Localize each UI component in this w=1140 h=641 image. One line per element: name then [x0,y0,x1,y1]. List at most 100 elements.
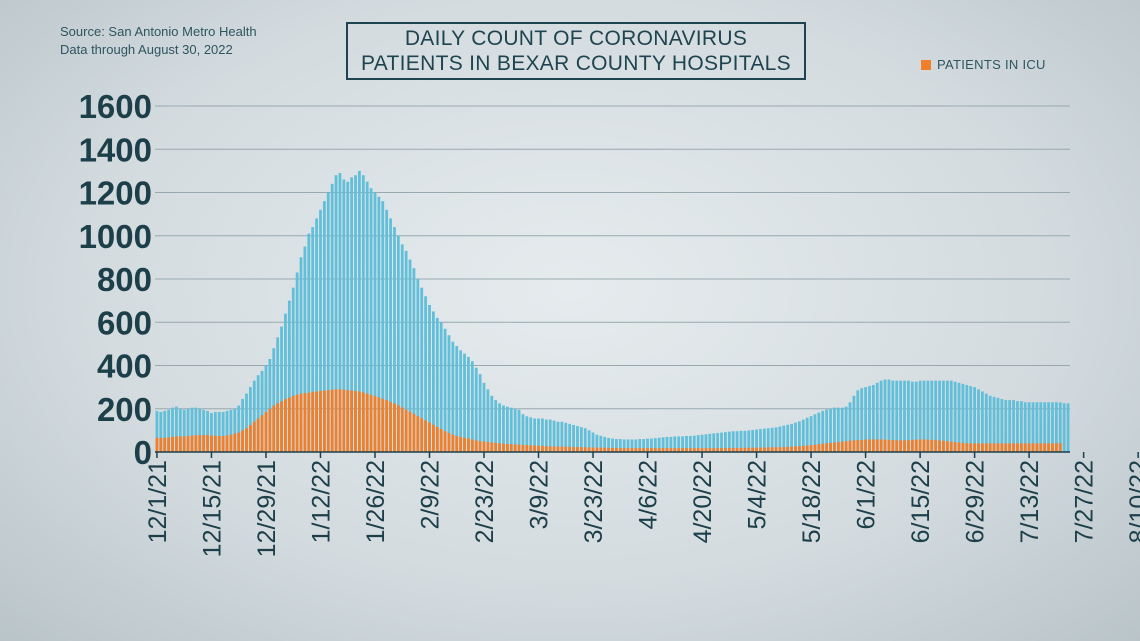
bar-total [396,235,400,452]
bar-icu [361,392,365,452]
bar-total [961,383,965,452]
bar-icu [350,390,354,452]
bar-icu [408,411,412,452]
bar-total [404,250,408,452]
bar-icu [280,401,283,452]
bar-icu [358,391,361,452]
bar-icu [416,416,420,452]
bar-total [369,188,373,452]
bar-icu [833,442,836,452]
bar-total [848,402,852,452]
bar-icu [688,448,692,452]
bar-icu [650,448,653,452]
bar-icu [1051,443,1054,452]
bar-icu [186,436,190,452]
bar-total [252,380,256,452]
x-tick-label: 2/9/22 [417,460,445,530]
bar-total [517,409,521,452]
bar-icu [926,439,930,452]
bar-total [361,175,365,452]
bar-icu [673,448,677,452]
y-tick-label: 1200 [79,175,152,212]
chart-title-line-2: PATIENTS IN BEXAR COUNTY HOSPITALS [361,52,791,75]
bar-total [953,381,957,452]
bar-icu [202,435,206,452]
bar-total [400,244,404,452]
bar-icu [459,436,463,452]
bar-icu [934,440,938,452]
bar-icu [618,448,622,452]
bar-icu [564,446,568,452]
bar-total [385,209,389,452]
bar-icu [342,389,346,452]
bar-icu [252,421,256,452]
bar-icu [961,442,965,452]
x-tick-label: 2/23/22 [471,460,499,543]
bar-total [416,279,420,452]
bar-icu [969,443,973,452]
bar-total [1054,402,1058,452]
bar-total [1043,402,1047,452]
bar-total [525,416,529,452]
bar-total [1066,403,1070,452]
bar-icu [498,443,501,452]
bar-icu [420,418,424,452]
bar-total [856,390,860,452]
bar-total [786,424,790,452]
bar-icu [210,435,213,452]
bar-icu [914,439,918,452]
bar-icu [840,441,844,452]
bar-total [743,430,747,452]
bar-icu [1035,443,1039,452]
bar-total [182,409,186,452]
bar-total [607,437,610,452]
bar-total [439,322,443,452]
bar-total [568,423,572,452]
x-tick-label: 3/9/22 [526,460,554,530]
bar-icu [1043,443,1047,452]
x-tick-label: 1/12/22 [307,460,335,543]
bar-icu [178,436,182,452]
bar-total [813,414,817,452]
y-tick-label: 1600 [79,88,152,125]
bar-icu [163,437,167,452]
bar-icu [334,389,338,452]
bar-icu [852,440,856,452]
bar-icu [322,390,326,452]
bar-icu [739,447,743,452]
bar-total [603,436,607,452]
bar-total [833,407,836,452]
bar-icu [221,436,225,452]
bar-total [794,422,797,452]
bar-icu [1000,443,1004,452]
x-tick-label: 5/4/22 [744,460,772,530]
bar-total [237,405,241,452]
bar-icu [311,391,315,452]
bar-total [825,409,829,452]
bar-total [338,173,342,453]
bar-total [720,432,723,452]
x-tick-label: 12/15/21 [198,460,226,557]
bar-icu [365,393,369,452]
bar-icu [435,426,439,452]
bar-total [272,348,276,452]
bar-icu [836,442,840,452]
bar-total [646,438,649,452]
bar-total [322,201,326,452]
bar-icu [268,408,272,452]
bar-icu [984,443,988,452]
bar-icu [642,448,646,452]
bar-total [175,406,178,452]
bar-icu [521,444,525,452]
bar-total [564,422,568,452]
bar-icu [860,439,864,452]
bar-total [949,380,953,452]
bar-total [692,435,696,452]
bar-icu [755,447,758,452]
bar-icu [918,439,922,452]
bar-total [521,414,525,452]
x-tick-label: 4/6/22 [635,460,663,530]
bar-total [486,389,490,452]
bar-total [685,436,688,452]
